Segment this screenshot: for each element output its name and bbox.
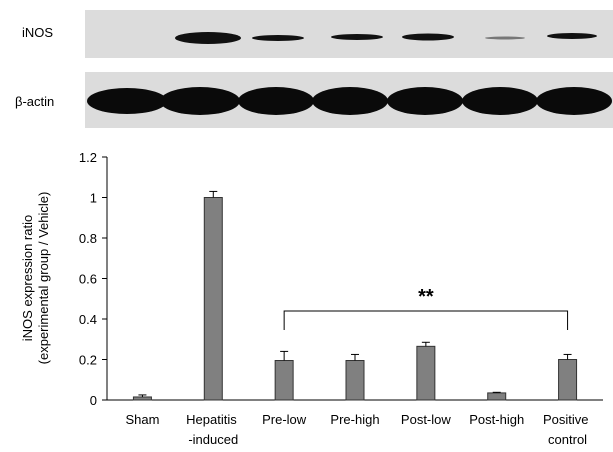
blot-label: β-actin <box>15 94 54 109</box>
y-axis-label: (experimental group / Vehicle) <box>36 192 51 365</box>
figure: iNOS β-actin iNOS expression ratio (expe… <box>0 0 613 452</box>
error-bar <box>422 342 430 346</box>
significance-bracket <box>284 311 567 330</box>
bar <box>204 198 222 401</box>
bar <box>417 346 435 400</box>
bar <box>346 361 364 400</box>
x-tick-label: Pre-low <box>262 412 307 427</box>
y-axis-label: iNOS expression ratio <box>20 215 35 341</box>
y-tick-label: 0.6 <box>79 272 97 287</box>
error-bar <box>209 191 217 197</box>
y-tick-label: 0.4 <box>79 312 97 327</box>
blot-label: iNOS <box>22 25 53 40</box>
bar <box>488 393 506 400</box>
y-tick-label: 1 <box>90 191 97 206</box>
x-tick-label: Pre-high <box>330 412 379 427</box>
x-tick-label: Post-high <box>469 412 524 427</box>
x-tick-label: Hepatitis -induced <box>186 412 240 447</box>
y-tick-label: 0.8 <box>79 231 97 246</box>
x-tick-label: Sham <box>125 412 159 427</box>
error-bar <box>564 354 572 359</box>
error-bar <box>351 354 359 360</box>
bar <box>133 397 151 400</box>
x-tick-label: Positive control <box>543 412 592 447</box>
bar <box>275 361 293 400</box>
y-tick-label: 0.2 <box>79 353 97 368</box>
error-bar <box>280 351 288 360</box>
annotation: ** <box>418 286 434 308</box>
x-tick-label: Post-low <box>401 412 451 427</box>
y-tick-label: 1.2 <box>79 150 97 165</box>
y-tick-label: 0 <box>90 393 97 408</box>
inos-blot <box>85 10 613 58</box>
bar <box>559 360 577 401</box>
